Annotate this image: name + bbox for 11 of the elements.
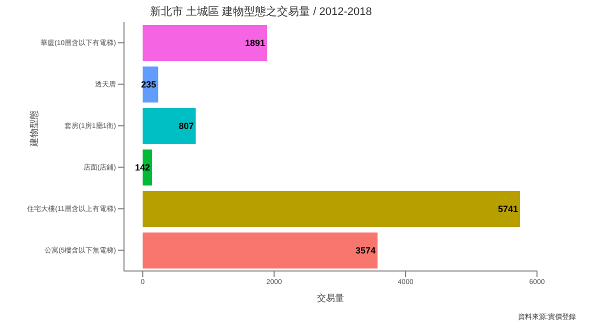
bar bbox=[142, 108, 196, 144]
data-label: 3574 bbox=[356, 246, 376, 256]
data-label: 807 bbox=[178, 121, 194, 132]
bar bbox=[142, 25, 267, 61]
chart-title: 新北市 土城區 建物型態之交易量 / 2012-2018 bbox=[150, 5, 372, 18]
x-axis-title: 交易量 bbox=[317, 293, 344, 303]
y-axis-title: 建物型態 bbox=[29, 110, 40, 148]
data-label: 5741 bbox=[498, 204, 518, 214]
bar bbox=[142, 232, 378, 268]
bar bbox=[142, 191, 520, 227]
data-label: 1891 bbox=[244, 38, 265, 48]
